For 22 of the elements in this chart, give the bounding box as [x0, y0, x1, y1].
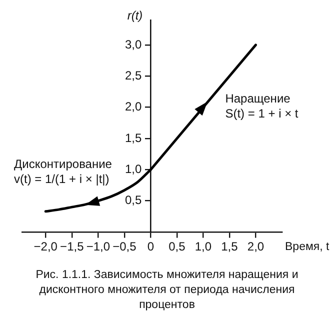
- x-tick-label: 0,5: [168, 240, 186, 254]
- x-tick-label: −1,0: [86, 240, 110, 254]
- series-label: Наращение: [225, 92, 291, 106]
- series-label: Дисконтирование: [14, 157, 112, 172]
- y-axis-title: r(t): [127, 8, 143, 22]
- y-tick-label: 2,5: [125, 68, 142, 82]
- annotation: v(t) = 1/(1 + i × |t|): [14, 172, 110, 186]
- y-tick-label: 3,0: [125, 37, 142, 52]
- x-tick-label: 0: [147, 240, 154, 254]
- x-tick-label: −1,5: [60, 240, 84, 254]
- x-tick-label: 1,5: [221, 240, 238, 254]
- x-axis-title: Время, t: [285, 241, 330, 254]
- x-tick-label: −2,0: [34, 240, 58, 254]
- y-tick-label: 0,5: [125, 193, 142, 208]
- y-tick-label: 1,0: [125, 162, 142, 176]
- annotation: S(t) = 1 + i × t: [225, 106, 299, 121]
- x-tick-label: 2,0: [247, 240, 264, 254]
- text: Рис. 1.1.1. Зависимость множителя наращения и дисконтного множителя от периода начисления процентов: [34, 268, 300, 313]
- y-tick-label: 2,0: [125, 100, 142, 114]
- x-tick-label: 1,0: [194, 240, 212, 254]
- x-tick-label: −0,5: [112, 240, 137, 254]
- y-tick-label: 1,5: [125, 130, 142, 145]
